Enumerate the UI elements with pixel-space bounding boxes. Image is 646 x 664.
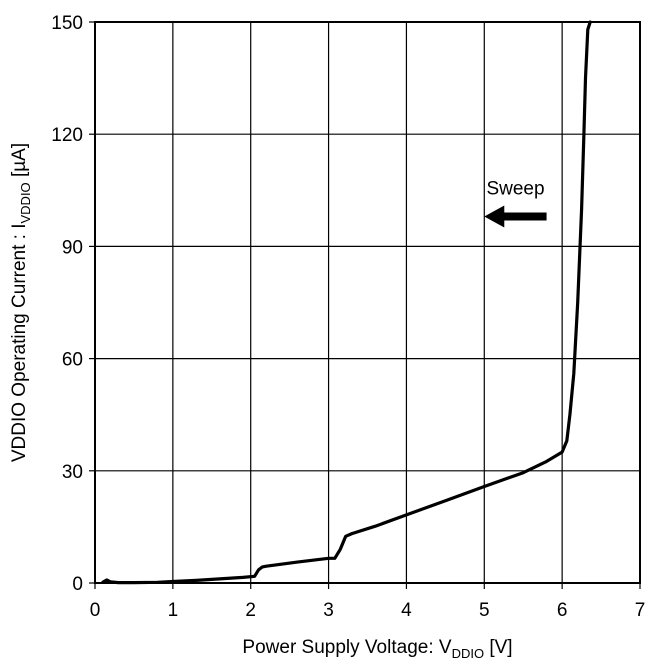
left-arrow-icon xyxy=(484,205,547,228)
x-tick-label: 3 xyxy=(323,600,334,621)
y-tick-label: 150 xyxy=(51,13,83,34)
x-tick-label: 6 xyxy=(557,600,568,621)
series-line-0 xyxy=(101,20,592,585)
x-axis-label: Power Supply Voltage: VDDIO [V] xyxy=(242,637,512,661)
y-tick-label: 120 xyxy=(51,125,83,146)
x-tick-label: 2 xyxy=(245,600,256,621)
x-tick-label: 7 xyxy=(635,600,646,621)
y-tick-label: 90 xyxy=(62,237,83,258)
x-axis-label-unit: [V] xyxy=(484,637,513,658)
x-axis-ticks: 0 1 2 3 4 5 6 7 xyxy=(90,583,646,621)
y-axis-label: VDDIO Operating Current : IVDDIO [µA] xyxy=(9,143,33,462)
x-axis-label-subscript: DDIO xyxy=(452,646,485,661)
y-axis-label-unit: [µA] xyxy=(9,143,30,182)
x-tick-label: 0 xyxy=(90,600,101,621)
x-tick-label: 4 xyxy=(401,600,412,621)
series-layer xyxy=(101,20,592,585)
sweep-label: Sweep xyxy=(486,178,544,199)
y-axis-label-subscript: VDDIO xyxy=(18,182,33,223)
x-axis-label-main: Power Supply Voltage: V xyxy=(242,637,451,658)
y-tick-label: 60 xyxy=(62,350,83,371)
x-tick-label: 5 xyxy=(479,600,490,621)
y-tick-label: 0 xyxy=(72,574,83,595)
y-axis-label-main: VDDIO Operating Current : I xyxy=(9,223,30,462)
sweep-annotation: Sweep xyxy=(484,178,547,228)
y-tick-label: 30 xyxy=(62,462,83,483)
grid xyxy=(94,21,641,584)
x-tick-label: 1 xyxy=(168,600,179,621)
y-axis-ticks: 0 30 60 90 120 150 xyxy=(51,13,95,595)
plot-area-frame xyxy=(94,21,641,584)
